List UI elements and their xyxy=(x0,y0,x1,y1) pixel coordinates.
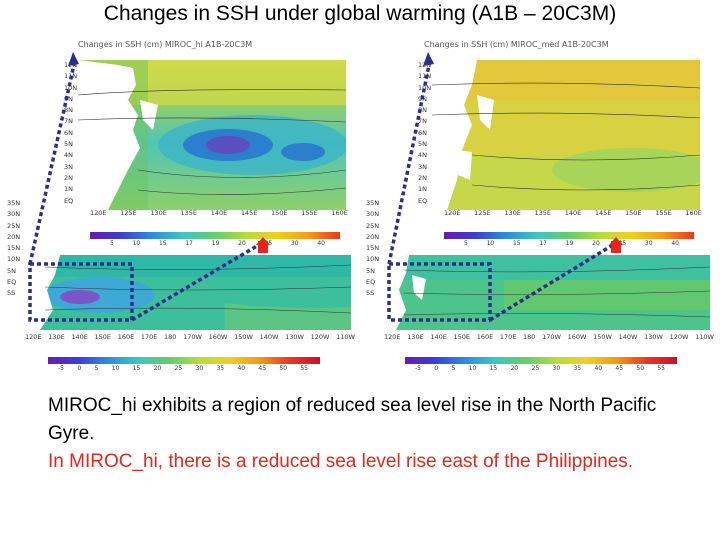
right-zoom-lon-axis: 120E 125E 130E 135E 140E 145E 150E 155E 160E xyxy=(444,209,702,217)
right-basin-map xyxy=(384,255,710,330)
caption-line-1: MIROC_hi exhibits a region of reduced se… xyxy=(48,395,657,444)
left-zoom-connector-top xyxy=(28,59,77,265)
right-basin-lat-axis: 35N 30N 25N 20N 15N 10N 5N EQ 5S xyxy=(366,199,380,298)
right-basin-colorbar xyxy=(405,357,677,364)
left-basin-colorbar-ticks: -5 0 5 10 15 20 25 30 35 40 45 50 55 xyxy=(58,365,308,372)
left-zoom-region-box xyxy=(28,262,134,322)
left-zoom-lon-axis: 120E 125E 130E 135E 140E 145E 150E 155E 160E xyxy=(90,209,348,217)
left-red-marker xyxy=(258,241,268,253)
left-arrowhead-icon xyxy=(68,52,79,66)
left-zoom-map-title: Changes in SSH (cm) MIROC_hi A1B-20C3M xyxy=(78,40,253,49)
slide-title: Changes in SSH under global warming (A1B… xyxy=(103,2,617,25)
right-basin-colorbar-ticks: -5 0 5 10 15 20 25 30 35 40 45 50 55 xyxy=(415,365,665,372)
right-zoom-connector-top xyxy=(387,59,432,265)
caption-line-2: In MIROC_hi, there is a reduced sea leve… xyxy=(48,451,634,472)
left-zoom-map xyxy=(78,60,346,210)
right-zoom-colorbar xyxy=(444,232,694,239)
right-zoom-colorbar-ticks: 5 10 15 17 19 20 25 30 40 xyxy=(464,240,679,247)
right-zoom-region-box xyxy=(387,262,492,322)
left-basin-map xyxy=(25,255,351,330)
right-red-marker xyxy=(611,241,621,253)
right-zoom-map xyxy=(432,60,700,210)
left-basin-lat-axis: 35N 30N 25N 20N 15N 10N 5N EQ 5S xyxy=(7,199,21,298)
right-red-marker-tip xyxy=(609,237,623,245)
right-arrowhead-icon xyxy=(423,52,434,66)
left-basin-colorbar xyxy=(48,357,320,364)
left-red-marker-tip xyxy=(256,237,270,245)
right-zoom-map-title: Changes in SSH (cm) MIROC_med A1B-20C3M xyxy=(424,40,609,49)
left-zoom-connector-bottom xyxy=(131,241,263,322)
left-zoom-colorbar xyxy=(90,232,340,239)
left-basin-lon-axis: 120E 130E 140E 150E 160E 170E 180 170W 160W 150W 1… xyxy=(25,333,355,341)
right-basin-lon-axis: 120E 130E 140E 150E 160E 170E 180 170W 160W 150W 1… xyxy=(384,333,714,341)
right-zoom-connector-bottom xyxy=(489,241,617,322)
